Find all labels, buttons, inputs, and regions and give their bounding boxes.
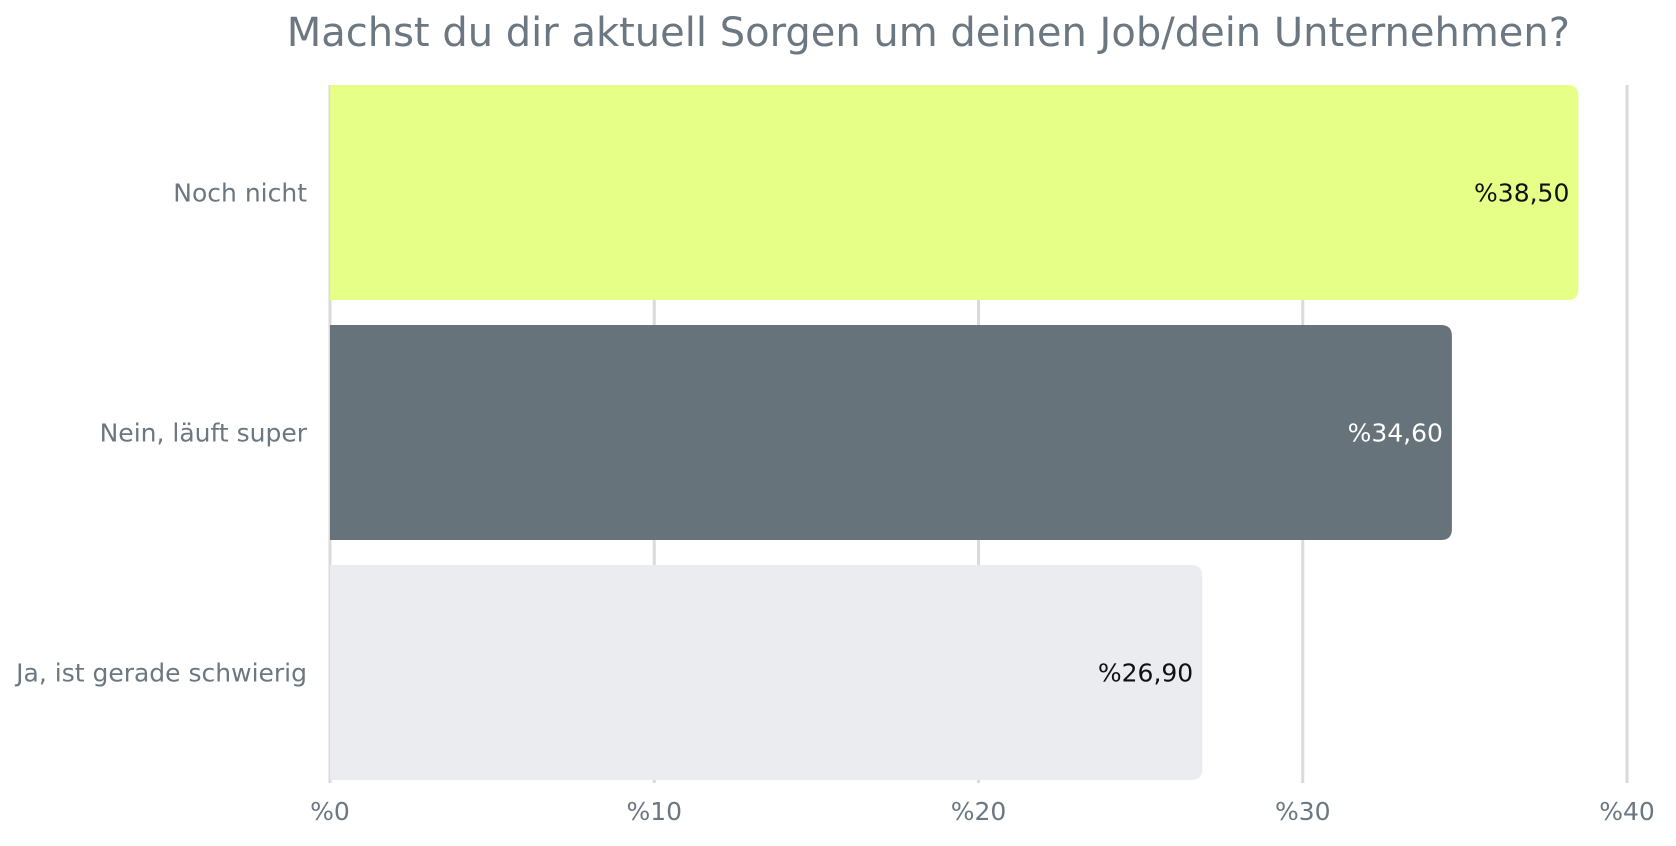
x-tick-label-1: %10	[626, 797, 682, 826]
category-labels: Noch nicht Nein, läuft super Ja, ist gerad…	[14, 179, 308, 688]
category-label-3: Ja, ist gerade schwierig	[14, 659, 307, 688]
chart-title: Machst du dir aktuell Sorgen um deinen J…	[287, 10, 1570, 56]
category-label-2: Nein, läuft super	[100, 419, 308, 448]
bar-2	[330, 325, 1452, 540]
category-label-1: Noch nicht	[173, 179, 307, 208]
value-label-3: %26,90	[1098, 659, 1193, 688]
bar-1	[330, 85, 1578, 300]
x-tick-label-4: %40	[1599, 797, 1655, 826]
x-tick-label-2: %20	[951, 797, 1007, 826]
value-label-1: %38,50	[1474, 179, 1569, 208]
bar-3	[330, 565, 1202, 780]
x-tick-labels: %0 %10 %20 %30 %40	[310, 797, 1655, 826]
value-label-2: %34,60	[1348, 419, 1443, 448]
x-tick-label-3: %30	[1275, 797, 1331, 826]
x-tick-label-0: %0	[310, 797, 350, 826]
